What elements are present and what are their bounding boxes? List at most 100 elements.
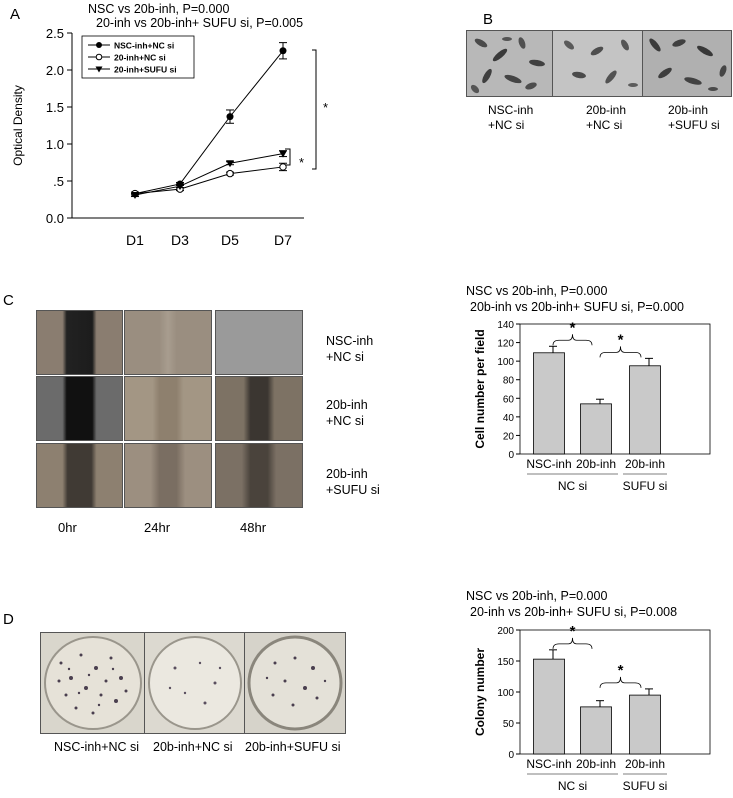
legend-label: 20-inh+NC si <box>114 53 166 63</box>
y-tick-label: 120 <box>497 339 514 350</box>
panel-c-letter: C <box>3 292 14 309</box>
panel-d-stat-2: 20-inh vs 20b-inh+ SUFU si, P=0.008 <box>470 605 678 619</box>
row-label-line: +SUFU si <box>326 483 380 497</box>
series-line <box>134 166 284 195</box>
caption-line: 20b-inh <box>586 103 627 117</box>
y-tick-label: 0.0 <box>46 211 64 226</box>
y-axis-label: Colony number <box>473 648 487 736</box>
y-axis-label: Cell number per field <box>473 329 487 448</box>
y-tick-label: 200 <box>497 626 514 637</box>
group-label: NC si <box>558 479 587 493</box>
colony-dish-2 <box>144 632 246 734</box>
data-point <box>279 150 287 158</box>
y-tick-label: 20 <box>503 431 515 442</box>
bracket-bottom <box>285 148 291 166</box>
legend-marker <box>95 66 103 73</box>
x-tick-label: 20b-inh <box>625 757 665 771</box>
y-tick-label: 40 <box>503 413 515 424</box>
panel-b-letter: B <box>483 11 494 28</box>
y-tick-label: 100 <box>497 357 514 368</box>
bracket-top <box>312 49 317 170</box>
y-tick-label: 0 <box>508 750 514 761</box>
time-label-48hr: 48hr <box>240 520 267 535</box>
panel-a-line-chart: 0.0 .5 1.0 1.5 2.0 2.5 D1 D3 D5 D7 Optical Density… <box>11 28 328 248</box>
bar <box>629 694 661 755</box>
x-tick-label: D1 <box>126 232 144 248</box>
panel-b-image-3 <box>642 30 732 97</box>
panel-b-image-1 <box>466 30 554 97</box>
x-tick-label: D7 <box>274 232 292 248</box>
x-tick-label: D3 <box>171 232 189 248</box>
panel-b-caption-2: 20b-inh +NC si <box>586 103 626 133</box>
caption-line: NSC-inh <box>488 103 534 117</box>
time-label-0hr: 0hr <box>58 520 77 535</box>
bar <box>580 706 612 755</box>
sig-star: * <box>618 331 624 348</box>
plot-frame <box>519 323 711 455</box>
legend-marker <box>96 42 102 48</box>
bar <box>629 365 661 455</box>
panel-b-image-2 <box>552 30 644 97</box>
y-tick-label: 2.5 <box>46 28 64 41</box>
panel-a-letter: A <box>10 6 21 23</box>
data-point <box>279 163 287 171</box>
x-tick-label: D5 <box>221 232 239 248</box>
scratch-image-r1-c3 <box>215 310 303 375</box>
scratch-image-r2-c1 <box>36 376 123 441</box>
y-tick-label: 50 <box>503 719 515 730</box>
data-point <box>226 160 234 168</box>
x-tick-label: NSC-inh <box>526 757 571 771</box>
panel-a-stat-1: NSC vs 20b-inh, P=0.000 <box>88 2 230 16</box>
data-point <box>279 47 287 55</box>
data-point <box>131 192 139 200</box>
scratch-image-r3-c3 <box>215 443 303 508</box>
y-axis-label: Optical Density <box>11 85 25 166</box>
group-label: SUFU si <box>623 479 668 493</box>
x-tick-label: NSC-inh <box>526 457 571 471</box>
panel-b-caption-1: NSC-inh +NC si <box>488 103 533 133</box>
row-label-line: 20b-inh <box>326 398 368 412</box>
scratch-row-label-3: 20b-inh +SUFU si <box>326 466 380 498</box>
group-label: NC si <box>558 779 587 793</box>
y-tick-label: 60 <box>503 394 515 405</box>
caption-line: +NC si <box>586 118 623 132</box>
scratch-image-r3-c2 <box>124 443 212 508</box>
scratch-image-r1-c2 <box>124 310 212 375</box>
legend-label: NSC-inh+NC si <box>114 41 174 51</box>
legend-marker <box>95 53 103 61</box>
series-line <box>134 153 284 196</box>
data-point <box>226 113 234 121</box>
x-tick-label: 20b-inh <box>576 757 616 771</box>
panel-d-bar-chart: 0 50 100 150 200 Colony number NSC-inh 20b-inh 2… <box>473 623 711 793</box>
panel-b-caption-3: 20b-inh +SUFU si <box>668 103 720 133</box>
y-tick-label: 1.5 <box>46 100 64 115</box>
data-point <box>176 183 184 191</box>
sig-bracket <box>552 637 593 649</box>
colony-dish-3 <box>244 632 346 734</box>
series-line <box>134 50 284 195</box>
row-label-line: +NC si <box>326 414 364 428</box>
scratch-image-r2-c2 <box>124 376 212 441</box>
caption-line: 20b-inh <box>668 103 709 117</box>
sig-star: * <box>570 319 576 336</box>
y-tick-label: 1.0 <box>46 137 64 152</box>
caption-line: +NC si <box>488 118 525 132</box>
scratch-image-r2-c3 <box>215 376 303 441</box>
panel-a-stat-2: 20-inh vs 20b-inh+ SUFU si, P=0.005 <box>96 16 304 30</box>
y-tick-label: 140 <box>497 320 514 331</box>
scratch-image-r3-c1 <box>36 443 123 508</box>
time-label-24hr: 24hr <box>144 520 171 535</box>
y-tick-label: 100 <box>497 688 514 699</box>
legend-label: 20-inh+SUFU si <box>114 65 177 75</box>
data-point <box>226 169 234 178</box>
y-tick-label: 150 <box>497 657 514 668</box>
panel-c-stat-1: NSC vs 20b-inh, P=0.000 <box>466 284 608 298</box>
sig-star: * <box>618 662 624 679</box>
x-tick-label: 20b-inh <box>576 457 616 471</box>
row-label-line: 20b-inh <box>326 467 368 481</box>
bar <box>580 403 612 455</box>
colony-caption-1: NSC-inh+NC si <box>54 740 140 754</box>
y-tick-label: 0 <box>508 450 514 461</box>
sig-bracket <box>599 676 642 688</box>
scratch-image-r1-c1 <box>36 310 123 375</box>
